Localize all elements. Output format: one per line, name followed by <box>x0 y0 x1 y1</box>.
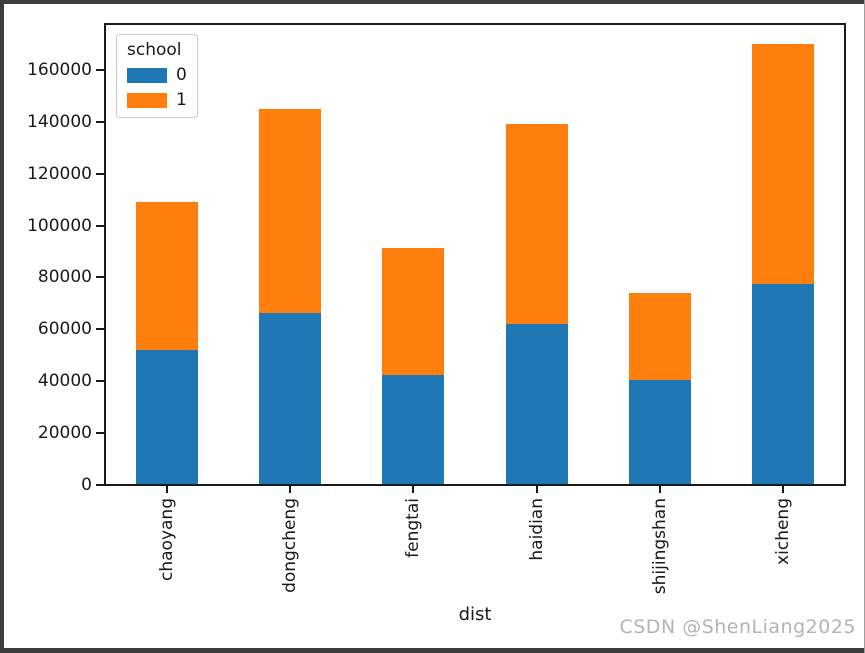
y-tick-label: 140000 <box>27 112 92 132</box>
x-tick-mark <box>659 485 661 493</box>
x-tick-label-xicheng: xicheng <box>773 498 793 565</box>
bar-segment-school1-chaoyang <box>136 202 198 350</box>
bar-segment-school1-fengtai <box>382 248 444 375</box>
legend-entry-0: 0 <box>127 65 187 85</box>
stacked-bar-haidian <box>506 124 568 484</box>
x-tick-label-fengtai: fengtai <box>403 498 423 558</box>
bar-segment-school0-xicheng <box>752 284 814 484</box>
x-tick-label-shijingshan: shijingshan <box>650 498 670 595</box>
y-tick-mark <box>96 328 105 330</box>
x-tick-mark <box>289 485 291 493</box>
window-border-left <box>0 0 4 653</box>
x-tick-mark <box>782 485 784 493</box>
y-tick-label: 0 <box>81 475 92 495</box>
legend-entry-label: 1 <box>176 90 187 110</box>
window-border-bottom <box>0 648 865 653</box>
legend-swatch-0 <box>127 67 167 83</box>
stacked-bar-dongcheng <box>259 109 321 484</box>
x-tick-label-chaoyang: chaoyang <box>157 498 177 581</box>
legend-swatch-1 <box>127 92 167 108</box>
y-tick-mark <box>96 432 105 434</box>
stacked-bar-xicheng <box>752 44 814 484</box>
x-tick-mark <box>536 485 538 493</box>
bar-segment-school1-haidian <box>506 124 568 324</box>
bar-segment-school0-dongcheng <box>259 313 321 484</box>
y-tick-label: 100000 <box>27 216 92 236</box>
y-tick-label: 60000 <box>37 319 92 339</box>
y-tick-label: 160000 <box>27 60 92 80</box>
bar-segment-school1-shijingshan <box>629 293 691 380</box>
stacked-bar-fengtai <box>382 248 444 484</box>
y-tick-mark <box>96 69 105 71</box>
y-tick-mark <box>96 121 105 123</box>
x-tick-mark <box>412 485 414 493</box>
y-tick-mark <box>96 225 105 227</box>
watermark: CSDN @ShenLiang2025 <box>619 616 856 638</box>
x-tick-mark <box>166 485 168 493</box>
y-tick-mark <box>96 276 105 278</box>
bar-segment-school0-chaoyang <box>136 350 198 484</box>
x-axis-label: dist <box>458 604 492 625</box>
bar-segment-school0-shijingshan <box>629 380 691 484</box>
bar-segment-school1-dongcheng <box>259 109 321 313</box>
y-tick-label: 120000 <box>27 164 92 184</box>
y-tick-mark <box>96 380 105 382</box>
y-tick-mark <box>96 484 105 486</box>
x-tick-label-haidian: haidian <box>527 498 547 561</box>
bar-segment-school0-fengtai <box>382 375 444 484</box>
legend-title: school <box>127 40 182 60</box>
stacked-bar-shijingshan <box>629 293 691 484</box>
window-border-top <box>0 0 865 4</box>
y-tick-label: 40000 <box>37 371 92 391</box>
legend-entry-1: 1 <box>127 90 187 110</box>
y-tick-mark <box>96 173 105 175</box>
bar-segment-school1-xicheng <box>752 44 814 284</box>
stacked-bar-chaoyang <box>136 202 198 484</box>
y-tick-label: 20000 <box>37 423 92 443</box>
y-tick-label: 80000 <box>37 267 92 287</box>
legend-entry-label: 0 <box>176 65 187 85</box>
x-tick-label-dongcheng: dongcheng <box>280 498 300 593</box>
bar-segment-school0-haidian <box>506 324 568 484</box>
